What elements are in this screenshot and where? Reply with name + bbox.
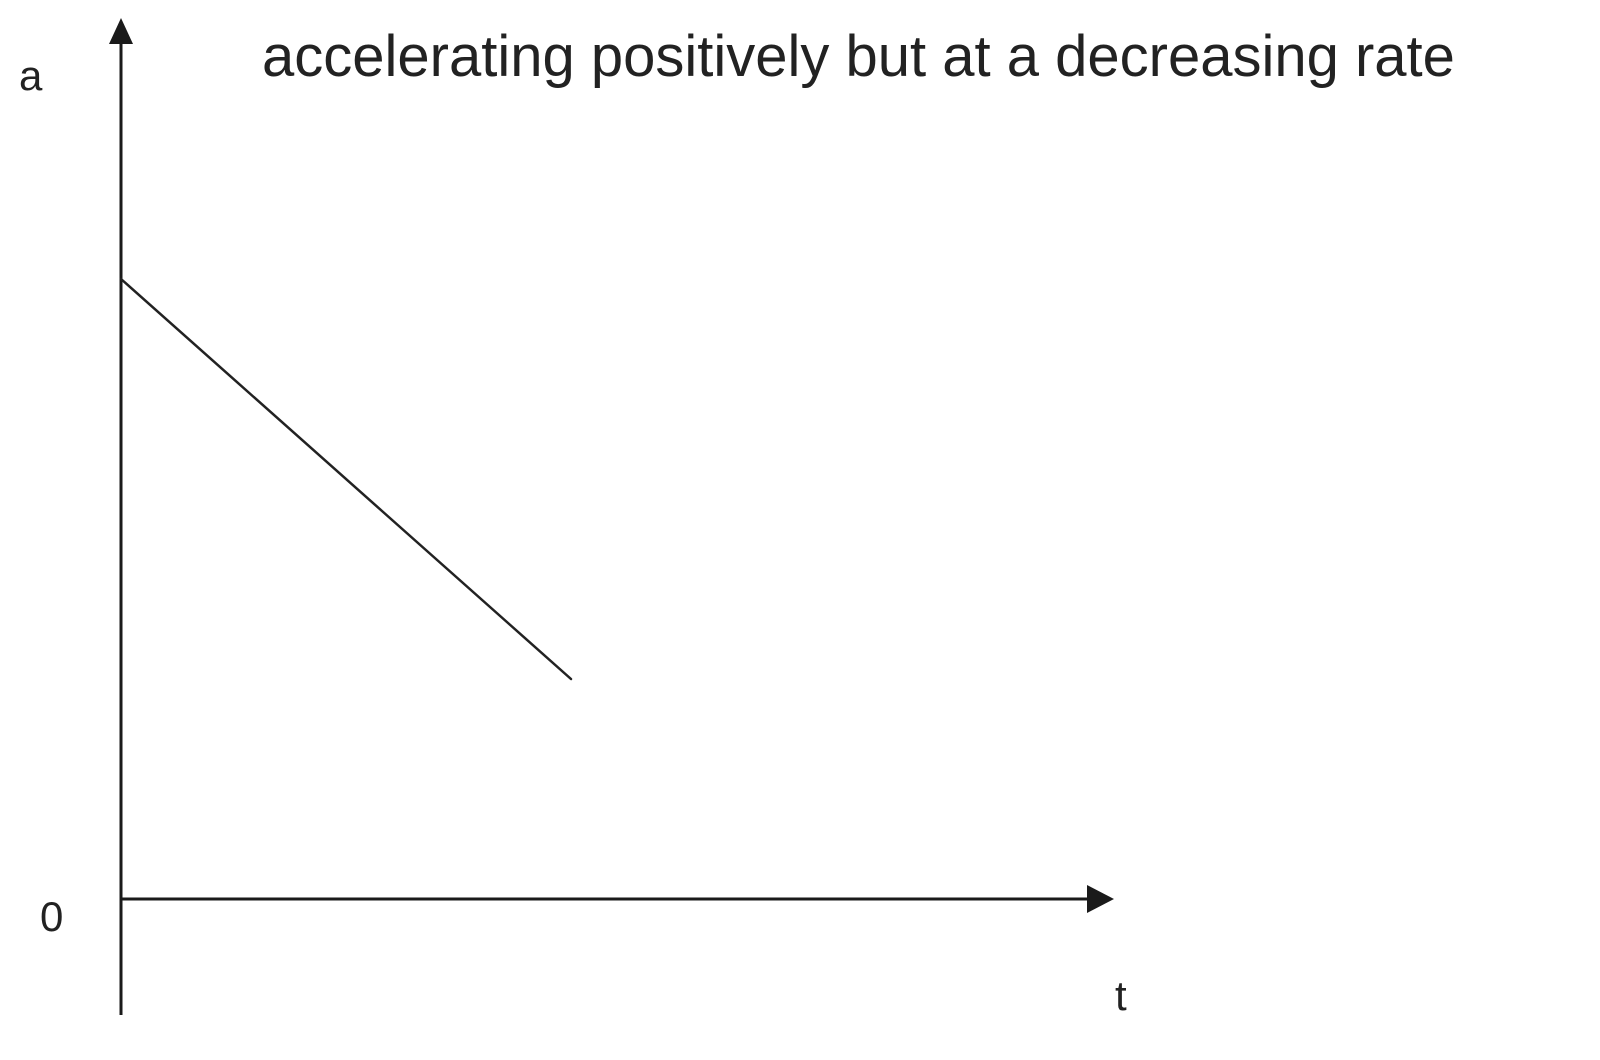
chart-title: accelerating positively but at a decreas… — [262, 24, 1455, 89]
x-axis-label: t — [1115, 972, 1127, 1019]
y-tick-label-zero: 0 — [40, 893, 63, 940]
y-axis-arrow-icon — [109, 18, 133, 44]
y-axis-label: a — [19, 52, 43, 99]
series-layer — [121, 279, 571, 679]
x-axis-arrow-icon — [1087, 885, 1114, 913]
series-line-0 — [121, 279, 571, 679]
